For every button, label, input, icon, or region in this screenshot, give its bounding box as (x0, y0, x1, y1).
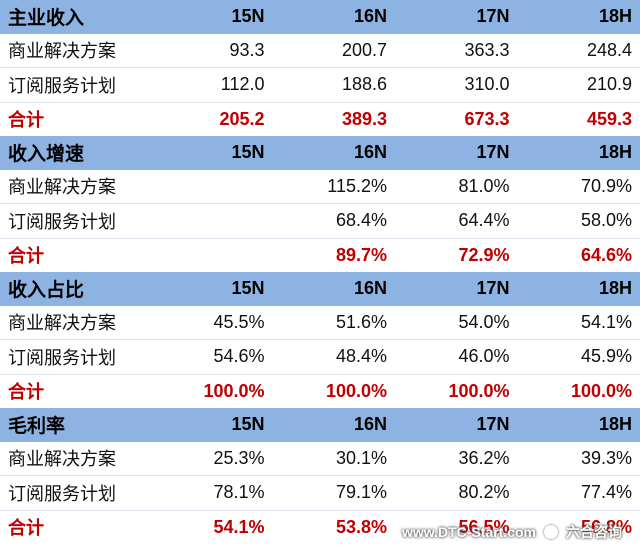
total-value: 389.3 (341, 108, 387, 129)
section-header: 主业收入 15N 16N 17N 18H (0, 0, 640, 34)
cell-value: 36.2% (395, 441, 518, 476)
cell-value (150, 203, 273, 239)
cell-value: 51.6% (272, 305, 395, 340)
table-row: 商业解决方案 115.2% 81.0% 70.9% (0, 169, 640, 204)
section-header: 收入增速 15N 16N 17N 18H (0, 136, 640, 170)
table-row: 订阅服务计划 68.4% 64.4% 58.0% (0, 203, 640, 239)
total-value: 100.0% (203, 380, 265, 401)
column-header: 17N (395, 136, 518, 170)
cell-value: 93.3 (150, 33, 273, 68)
column-header: 18H (517, 272, 640, 306)
row-label: 商业解决方案 (0, 441, 150, 476)
cell-value: 54.1% (517, 305, 640, 340)
total-label: 合计 (8, 382, 44, 403)
total-label: 合计 (8, 518, 44, 539)
table-row: 订阅服务计划 78.1% 79.1% 80.2% 77.4% (0, 475, 640, 511)
total-value: 205.2 (219, 108, 265, 129)
cell-value: 80.2% (395, 475, 518, 511)
row-label: 订阅服务计划 (0, 339, 150, 375)
cell-value: 200.7 (272, 33, 395, 68)
cell-value: 115.2% (272, 169, 395, 204)
row-label: 商业解决方案 (0, 33, 150, 68)
table-row: 商业解决方案 45.5% 51.6% 54.0% 54.1% (0, 305, 640, 340)
column-header: 17N (395, 408, 518, 442)
column-header: 17N (395, 0, 518, 34)
section-header: 毛利率 15N 16N 17N 18H (0, 408, 640, 442)
cell-value: 25.3% (150, 441, 273, 476)
total-row: 合计 205.2 389.3 673.3 459.3 (0, 102, 640, 136)
total-value (150, 238, 273, 272)
total-value: 64.6% (580, 244, 632, 265)
cell-value: 112.0 (150, 67, 273, 103)
cell-value: 248.4 (517, 33, 640, 68)
total-value: 72.9% (458, 244, 510, 265)
total-value: 54.1% (213, 516, 265, 537)
total-value: 89.7% (335, 244, 387, 265)
total-label: 合计 (8, 246, 44, 267)
cell-value: 58.0% (517, 203, 640, 239)
cell-value: 188.6 (272, 67, 395, 103)
cell-value: 48.4% (272, 339, 395, 375)
cell-value: 64.4% (395, 203, 518, 239)
cell-value: 39.3% (517, 441, 640, 476)
cell-value: 68.4% (272, 203, 395, 239)
column-header: 16N (272, 136, 395, 170)
cell-value (150, 169, 273, 204)
column-header: 18H (517, 136, 640, 170)
row-label: 商业解决方案 (0, 169, 150, 204)
table-row: 商业解决方案 93.3 200.7 363.3 248.4 (0, 33, 640, 68)
cell-value: 45.9% (517, 339, 640, 375)
table-row: 商业解决方案 25.3% 30.1% 36.2% 39.3% (0, 441, 640, 476)
total-row: 合计 100.0% 100.0% 100.0% 100.0% (0, 374, 640, 408)
table-row: 订阅服务计划 54.6% 48.4% 46.0% 45.9% (0, 339, 640, 375)
column-header: 15N (150, 408, 273, 442)
total-label: 合计 (8, 110, 44, 131)
total-row: 合计 54.1% 53.8% 56.5% 56.8% (0, 510, 640, 544)
total-value: 100.0% (570, 380, 632, 401)
column-header: 18H (517, 0, 640, 34)
section-title: 毛利率 (0, 408, 150, 442)
total-row: 合计 89.7% 72.9% 64.6% (0, 238, 640, 272)
cell-value: 310.0 (395, 67, 518, 103)
total-value: 56.5% (458, 516, 510, 537)
cell-value: 77.4% (517, 475, 640, 511)
total-value: 673.3 (464, 108, 510, 129)
column-header: 16N (272, 408, 395, 442)
cell-value: 78.1% (150, 475, 273, 511)
cell-value: 70.9% (517, 169, 640, 204)
section-header: 收入占比 15N 16N 17N 18H (0, 272, 640, 306)
total-value: 56.8% (580, 516, 632, 537)
section-title: 收入增速 (0, 136, 150, 170)
row-label: 订阅服务计划 (0, 67, 150, 103)
cell-value: 79.1% (272, 475, 395, 511)
cell-value: 30.1% (272, 441, 395, 476)
cell-value: 81.0% (395, 169, 518, 204)
table-row: 订阅服务计划 112.0 188.6 310.0 210.9 (0, 67, 640, 103)
section-title: 主业收入 (0, 0, 150, 34)
total-value: 100.0% (325, 380, 387, 401)
cell-value: 210.9 (517, 67, 640, 103)
row-label: 订阅服务计划 (0, 203, 150, 239)
cell-value: 54.0% (395, 305, 518, 340)
cell-value: 363.3 (395, 33, 518, 68)
column-header: 16N (272, 272, 395, 306)
total-value: 459.3 (586, 108, 632, 129)
section-title: 收入占比 (0, 272, 150, 306)
row-label: 商业解决方案 (0, 305, 150, 340)
column-header: 15N (150, 0, 273, 34)
column-header: 17N (395, 272, 518, 306)
column-header: 16N (272, 0, 395, 34)
total-value: 53.8% (335, 516, 387, 537)
cell-value: 54.6% (150, 339, 273, 375)
total-value: 100.0% (448, 380, 510, 401)
cell-value: 46.0% (395, 339, 518, 375)
cell-value: 45.5% (150, 305, 273, 340)
column-header: 18H (517, 408, 640, 442)
column-header: 15N (150, 136, 273, 170)
column-header: 15N (150, 272, 273, 306)
row-label: 订阅服务计划 (0, 475, 150, 511)
